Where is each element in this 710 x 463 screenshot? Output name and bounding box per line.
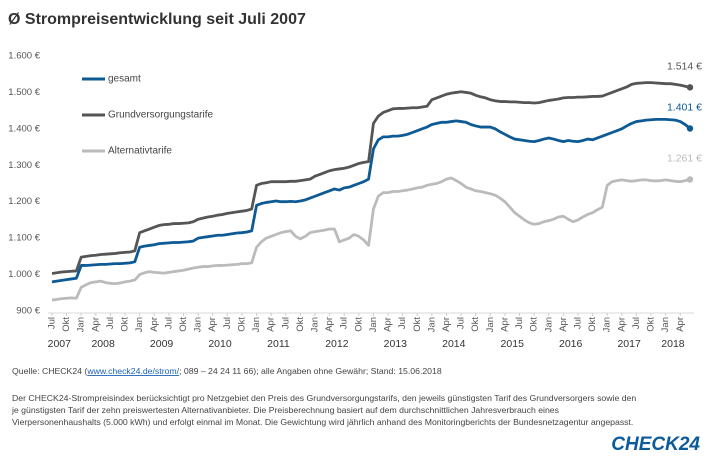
- chart-title: Ø Strompreisentwicklung seit Juli 2007: [8, 11, 306, 28]
- x-tick-label: Jan: [310, 317, 321, 332]
- year-label: 2011: [267, 338, 290, 350]
- x-tick-label: Okt: [120, 317, 131, 332]
- x-tick-label: Jan: [543, 317, 554, 332]
- legend-label: gesamt: [108, 74, 141, 85]
- x-tick-label: Jul: [280, 317, 291, 329]
- year-label: 2010: [208, 338, 232, 350]
- end-point: [686, 125, 694, 132]
- y-tick-label: 1.600 €: [8, 51, 40, 62]
- year-label: 2012: [325, 338, 349, 350]
- y-tick-label: 1.300 €: [8, 160, 40, 171]
- x-tick-label: Jul: [222, 317, 233, 329]
- y-tick-label: 1.400 €: [8, 123, 40, 134]
- x-tick-label: Jan: [426, 317, 437, 332]
- logo: CHECK24: [611, 434, 700, 455]
- value-label: 1.401 €: [667, 101, 702, 113]
- x-tick-label: Jul: [573, 317, 584, 329]
- year-label: 2007: [48, 338, 72, 350]
- x-tick-label: Okt: [412, 317, 423, 332]
- x-tick-label: Jan: [76, 317, 87, 332]
- x-tick-label: Okt: [529, 317, 540, 332]
- description-line: Vierpersonenhaushalts (5.000 kWh) und er…: [12, 417, 633, 427]
- year-label: 2018: [661, 338, 685, 350]
- x-tick-label: Apr: [207, 317, 218, 332]
- year-label: 2016: [559, 338, 583, 350]
- value-label: 1.261 €: [667, 152, 702, 164]
- x-tick-label: Jan: [368, 317, 379, 332]
- x-tick-label: Jan: [602, 317, 613, 332]
- x-tick-label: Okt: [587, 317, 598, 332]
- x-tick-label: Jul: [456, 317, 467, 329]
- x-tick-label: Jul: [631, 317, 642, 329]
- y-tick-label: 1.000 €: [8, 269, 40, 280]
- x-tick-label: Jan: [251, 317, 262, 332]
- x-tick-label: Jul: [105, 317, 116, 329]
- x-tick-label: Jul: [397, 317, 408, 329]
- year-label: 2013: [384, 338, 408, 350]
- x-tick-label: Jul: [163, 317, 174, 329]
- source-line: Quelle: CHECK24 (www.check24.de/strom/; …: [12, 366, 442, 376]
- x-tick-label: Apr: [558, 317, 569, 332]
- x-tick-label: Apr: [441, 317, 452, 332]
- year-label: 2015: [501, 338, 525, 350]
- x-tick-label: Jul: [339, 317, 350, 329]
- x-tick-label: Apr: [675, 317, 686, 332]
- y-tick-label: 900 €: [16, 306, 40, 317]
- x-tick-label: Apr: [266, 317, 277, 332]
- x-tick-label: Okt: [353, 317, 364, 332]
- x-tick-label: Apr: [383, 317, 394, 332]
- series-line: [51, 117, 691, 284]
- source-suffix: ; 089 – 24 24 11 66); alle Angaben ohne …: [179, 366, 442, 376]
- y-tick-label: 1.200 €: [8, 196, 40, 207]
- y-tick-label: 1.100 €: [8, 233, 40, 244]
- x-tick-label: Jan: [660, 317, 671, 332]
- end-point: [686, 84, 694, 91]
- x-tick-label: Okt: [61, 317, 72, 332]
- legend-label: Alternativtarife: [108, 146, 172, 157]
- x-tick-label: Apr: [616, 317, 627, 332]
- year-label: 2014: [442, 338, 466, 350]
- source-prefix: Quelle: CHECK24 (: [12, 366, 87, 376]
- x-tick-label: Jul: [47, 317, 58, 329]
- x-tick-label: Apr: [90, 317, 101, 332]
- x-tick-label: Okt: [236, 317, 247, 332]
- x-tick-label: Apr: [499, 317, 510, 332]
- x-tick-label: Okt: [295, 317, 306, 332]
- x-tick-label: Okt: [178, 317, 189, 332]
- description-line: Der CHECK24-Strompreisindex berücksichti…: [12, 393, 636, 403]
- x-tick-label: Jan: [134, 317, 145, 332]
- y-tick-label: 1.500 €: [8, 87, 40, 98]
- source-link[interactable]: www.check24.de/strom/: [86, 366, 179, 376]
- x-tick-label: Jan: [193, 317, 204, 332]
- description-line: je günstigsten Tarif der zehn preiswerte…: [11, 405, 560, 415]
- year-label: 2008: [91, 338, 115, 350]
- end-point: [686, 176, 694, 183]
- x-tick-label: Jul: [514, 317, 525, 329]
- x-tick-label: Apr: [324, 317, 335, 332]
- legend-label: Grundversorgungstarife: [108, 110, 213, 121]
- x-tick-label: Okt: [470, 317, 481, 332]
- x-tick-label: Jan: [485, 317, 496, 332]
- year-label: 2017: [617, 338, 641, 350]
- series-line: [51, 176, 691, 302]
- value-label: 1.514 €: [667, 60, 702, 72]
- x-tick-label: Apr: [149, 317, 160, 332]
- series-line: [51, 81, 691, 275]
- year-label: 2009: [150, 338, 174, 350]
- x-tick-label: Okt: [646, 317, 657, 332]
